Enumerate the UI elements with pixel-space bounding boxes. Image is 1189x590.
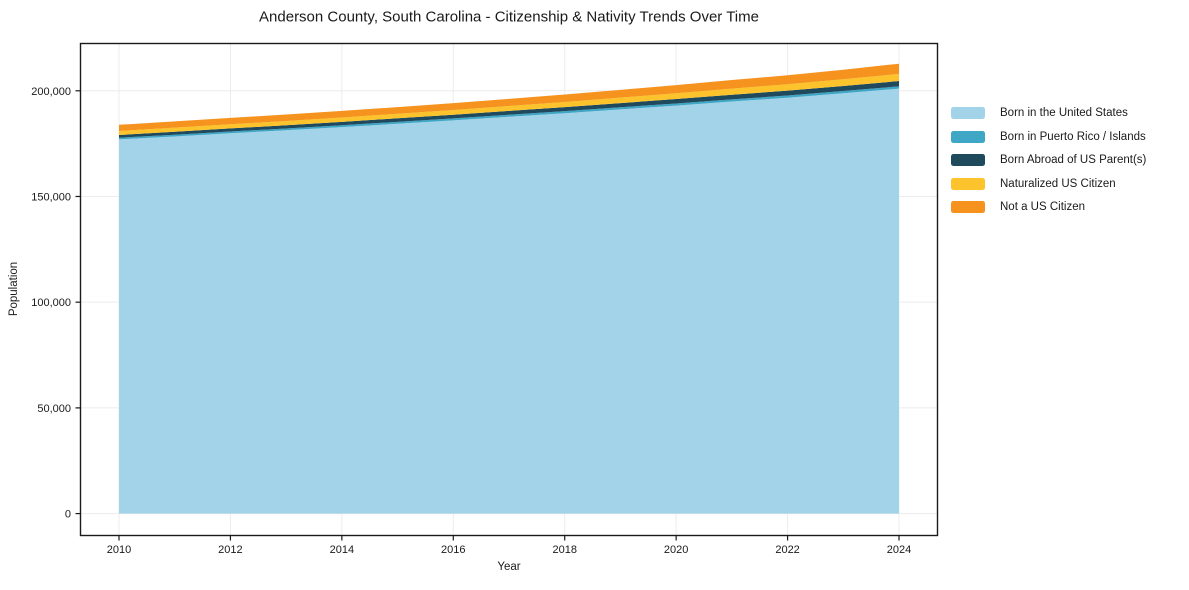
area-series-1 — [119, 86, 899, 140]
x-axis-label: Year — [497, 561, 521, 573]
area-series-4 — [119, 63, 899, 131]
legend-label: Naturalized US Citizen — [1000, 177, 1116, 190]
legend-item: Born in Puerto Rico / Islands — [951, 130, 1146, 143]
legend-label: Born Abroad of US Parent(s) — [1000, 154, 1147, 166]
legend-swatch — [951, 201, 985, 213]
legend-item: Not a US Citizen — [951, 201, 1146, 213]
x-tick-label: 2014 — [330, 544, 354, 556]
y-tick-label: 100,000 — [31, 297, 71, 309]
y-tick-label: 150,000 — [31, 191, 71, 203]
stacked-areas — [119, 63, 899, 514]
legend-label: Born in the United States — [1000, 107, 1128, 119]
x-tick-label: 2012 — [218, 544, 242, 556]
x-axis: 2010 2012 2014 2016 2018 2020 2022 2024 — [107, 536, 911, 556]
y-tick-label: 0 — [65, 509, 71, 521]
y-axis-label: Population — [8, 261, 20, 317]
x-tick-label: 2020 — [664, 544, 688, 556]
legend-swatch — [951, 107, 985, 119]
legend-swatch — [951, 177, 985, 190]
plot-border — [79, 42, 939, 537]
x-tick-label: 2022 — [775, 544, 799, 556]
y-tick-label: 50,000 — [37, 403, 71, 415]
legend-label: Not a US Citizen — [1000, 201, 1086, 213]
x-tick-label: 2018 — [552, 544, 576, 556]
legend-item: Born in the United States — [951, 107, 1146, 119]
legend-item: Born Abroad of US Parent(s) — [951, 154, 1146, 166]
y-tick-label: 200,000 — [31, 86, 71, 98]
legend-swatch — [951, 130, 985, 143]
x-tick-label: 2024 — [887, 544, 911, 556]
legend-item: Naturalized US Citizen — [951, 177, 1146, 190]
legend-label: Born in Puerto Rico / Islands — [1000, 130, 1146, 143]
area-series-2 — [119, 81, 899, 138]
area-series-3 — [119, 73, 899, 135]
y-axis: 0 50,000 100,000 150,000 200,000 — [31, 86, 80, 521]
legend: Born in the United States Born in Puerto … — [951, 107, 1146, 225]
chart-title: Anderson County, South Carolina - Citize… — [259, 8, 759, 26]
x-tick-label: 2016 — [441, 544, 465, 556]
legend-swatch — [951, 154, 985, 166]
area-series-0 — [119, 88, 899, 514]
x-tick-label: 2010 — [107, 544, 131, 556]
